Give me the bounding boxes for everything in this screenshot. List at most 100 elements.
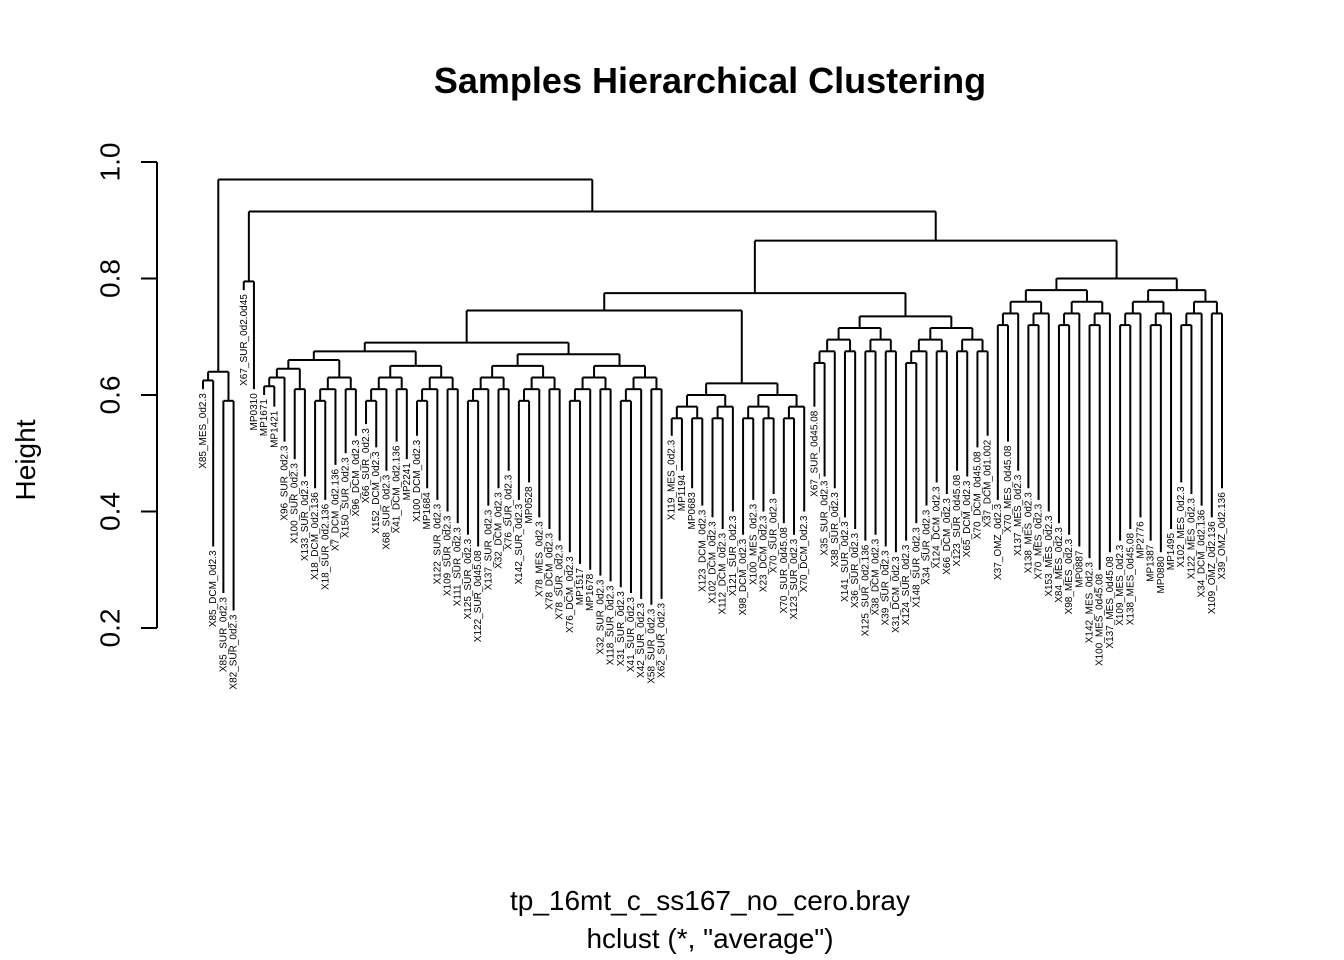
leaf-label: X124_DCM_0d2.3 bbox=[932, 486, 943, 569]
leaf-label: X123_SUR_0d45.08 bbox=[952, 474, 963, 566]
leaf-label: X65_DCM_0d2.3 bbox=[962, 480, 973, 557]
leaf-label: X70_SUR_0d2.3 bbox=[769, 498, 780, 573]
leaf-label: X124_SUR_0d2.3 bbox=[901, 544, 912, 625]
leaf-label: X58_SUR_0d2.3 bbox=[646, 608, 657, 683]
leaf-label: X122_SUR_0d45.08 bbox=[473, 550, 484, 642]
leaf-label: X118_SUR_0d2.3 bbox=[606, 585, 617, 665]
leaf-label: X85_MES_0d2.3 bbox=[198, 393, 209, 469]
leaf-label: X62_SUR_0d2.3 bbox=[657, 602, 668, 677]
leaf-label: X96_SUR_0d2.3 bbox=[280, 445, 291, 520]
leaf-label: X36_SUR_0d2.3 bbox=[850, 533, 861, 608]
leaf-label: X67_SUR_0d2.0d45 bbox=[239, 294, 250, 386]
method-label: hclust (*, "average") bbox=[586, 923, 833, 954]
y-axis: 0.2 0.4 0.6 0.8 1.0 bbox=[94, 143, 158, 648]
leaf-label: X37_OMZ_0d2.3 bbox=[993, 503, 1004, 580]
leaf-label: X102_DCM_0d2.3 bbox=[708, 521, 719, 604]
leaf-label: X150_SUR_0d2.3 bbox=[341, 457, 352, 538]
leaf-label: X70_SUR_0d45.08 bbox=[779, 527, 790, 614]
leaf-label: X42_SUR_0d2.3 bbox=[636, 602, 647, 677]
leaf-label: MP1495 bbox=[1166, 533, 1177, 571]
leaf-label: MP0880 bbox=[1156, 556, 1167, 594]
leaf-label: X37_DCM_0d1.002 bbox=[983, 439, 994, 527]
y-tick-label: 1.0 bbox=[94, 143, 125, 182]
y-axis-label: Height bbox=[10, 419, 41, 500]
leaf-label: X18_SUR_0d2.136 bbox=[320, 503, 331, 590]
leaf-label: X85_SUR_0d2.3 bbox=[218, 597, 229, 672]
leaf-label: X66_DCM_0d2.3 bbox=[942, 498, 953, 575]
leaf-label: X35_SUR_0d2.3 bbox=[820, 480, 831, 555]
leaf-label: X7_DCM_0d2.136 bbox=[330, 468, 341, 551]
leaf-label: X119_MES_0d2.3 bbox=[667, 439, 678, 520]
dendrogram-tree bbox=[202, 178, 1223, 611]
leaf-label: X133_SUR_0d2.3 bbox=[300, 480, 311, 561]
leaf-label: X122_SUR_0d2.3 bbox=[432, 503, 443, 584]
leaf-label: MP1387 bbox=[1146, 544, 1157, 582]
leaf-label: X96_DCM_0d2.3 bbox=[351, 439, 362, 516]
leaf-label: MP2241 bbox=[402, 463, 413, 501]
leaf-label: X66_SUR_0d2.3 bbox=[361, 428, 372, 503]
leaf-label: X38_SUR_0d2.3 bbox=[830, 492, 841, 567]
leaf-label: X41_DCM_0d2.136 bbox=[392, 445, 403, 533]
leaf-label: X39_SUR_0d2.3 bbox=[881, 550, 892, 625]
leaf-label: X100_MES_0d45.08 bbox=[1095, 573, 1106, 666]
leaf-label: MP1684 bbox=[422, 492, 433, 530]
leaf-label: X70_DCM_0d2.3 bbox=[799, 515, 810, 592]
leaf-label: X98_DCM_0d2.3 bbox=[738, 538, 749, 615]
leaf-label: X67_SUR_0d45.08 bbox=[809, 410, 820, 497]
leaf-label: X38_DCM_0d2.3 bbox=[871, 538, 882, 615]
leaf-label: X112_DCM_0d2.3 bbox=[718, 533, 729, 615]
leaf-label: X34_SUR_0d2.3 bbox=[921, 509, 932, 584]
y-tick-label: 0.4 bbox=[94, 492, 125, 531]
y-tick-label: 0.6 bbox=[94, 376, 125, 415]
leaf-label: X109_SUR_0d2.3 bbox=[443, 515, 454, 596]
leaf-label: X84_MES_0d2.3 bbox=[1054, 527, 1065, 603]
leaf-label: X85_DCM_0d2.3 bbox=[208, 550, 219, 627]
leaf-label: X109_OMZ_0d2.136 bbox=[1207, 521, 1218, 614]
leaf-label: MP1194 bbox=[677, 474, 688, 511]
leaf-label: X78_SUR_0d2.3 bbox=[555, 544, 566, 619]
leaf-label: MP1421 bbox=[269, 410, 280, 448]
y-tick-label: 0.2 bbox=[94, 609, 125, 648]
leaf-label: X141_SUR_0d2.3 bbox=[840, 521, 851, 602]
y-tick-label: 0.8 bbox=[94, 259, 125, 298]
leaf-label: X76_SUR_0d2.3 bbox=[504, 474, 515, 549]
leaf-label: MP0528 bbox=[524, 486, 535, 524]
x-axis-label: tp_16mt_c_ss167_no_cero.bray bbox=[510, 885, 910, 916]
leaf-label: X109_MES_0d2.3 bbox=[1115, 544, 1126, 626]
leaf-label: X98_MES_0d2.3 bbox=[1064, 538, 1075, 614]
leaf-label: MP0683 bbox=[687, 492, 698, 530]
leaf-label: X41_SUR_0d2.3 bbox=[626, 597, 637, 672]
leaf-label: X76_DCM_0d2.3 bbox=[565, 556, 576, 633]
leaf-label: X70_MES_0d2.3 bbox=[1034, 503, 1045, 579]
leaf-label: X153_MES_0d2.3 bbox=[1044, 515, 1055, 597]
leaf-label: X32_DCM_0d2.3 bbox=[494, 492, 505, 569]
leaf-label: X23_DCM_0d2.3 bbox=[758, 515, 769, 592]
leaf-label: X152_DCM_0d2.3 bbox=[371, 451, 382, 534]
leaf-label: X142_SUR_0d2.3 bbox=[514, 503, 525, 584]
leaf-label: X137_MES_0d2.3 bbox=[1013, 474, 1024, 556]
leaf-label: X39_OMZ_0d2.136 bbox=[1217, 492, 1228, 580]
leaf-label: X100_MES_0d2.3 bbox=[748, 503, 759, 585]
leaf-label: X125_SUR_0d2.3 bbox=[463, 538, 474, 619]
leaf-label: X142_MES_0d2.3 bbox=[1085, 562, 1096, 644]
leaf-label: X82_SUR_0d2.3 bbox=[229, 614, 240, 689]
leaf-label: MP0887 bbox=[1074, 550, 1085, 588]
leaf-label: X78_MES_0d2.3 bbox=[534, 521, 545, 597]
leaf-label: X31_SUR_0d2.3 bbox=[616, 591, 627, 666]
leaf-label: X102_MES_0d2.3 bbox=[1176, 486, 1187, 568]
leaf-label: X148_SUR_0d2.3 bbox=[911, 527, 922, 608]
leaf-label: MP0310 bbox=[249, 393, 260, 431]
leaf-label: X18_DCM_0d2.136 bbox=[310, 492, 321, 580]
leaf-label: X31_DCM_0d2.3 bbox=[891, 556, 902, 633]
leaf-label: X70_MES_0d45.08 bbox=[1003, 445, 1014, 532]
leaf-label: X123_DCM_0d2.3 bbox=[697, 509, 708, 592]
leaf-label: X100_DCM_0d2.3 bbox=[412, 439, 423, 522]
leaf-label: X138_MES_0d45.08 bbox=[1125, 533, 1136, 626]
leaf-label: X138_MES_0d2.3 bbox=[1023, 492, 1034, 574]
leaf-label: X122_MES_0d2.3 bbox=[1186, 498, 1197, 580]
leaf-label: X100_SUR_0d2.3 bbox=[290, 463, 301, 544]
leaf-label: X121_SUR_0d2.3 bbox=[728, 515, 739, 596]
leaf-label: X137_SUR_0d2.3 bbox=[483, 509, 494, 590]
leaf-label: X78_DCM_0d2.3 bbox=[544, 533, 555, 610]
